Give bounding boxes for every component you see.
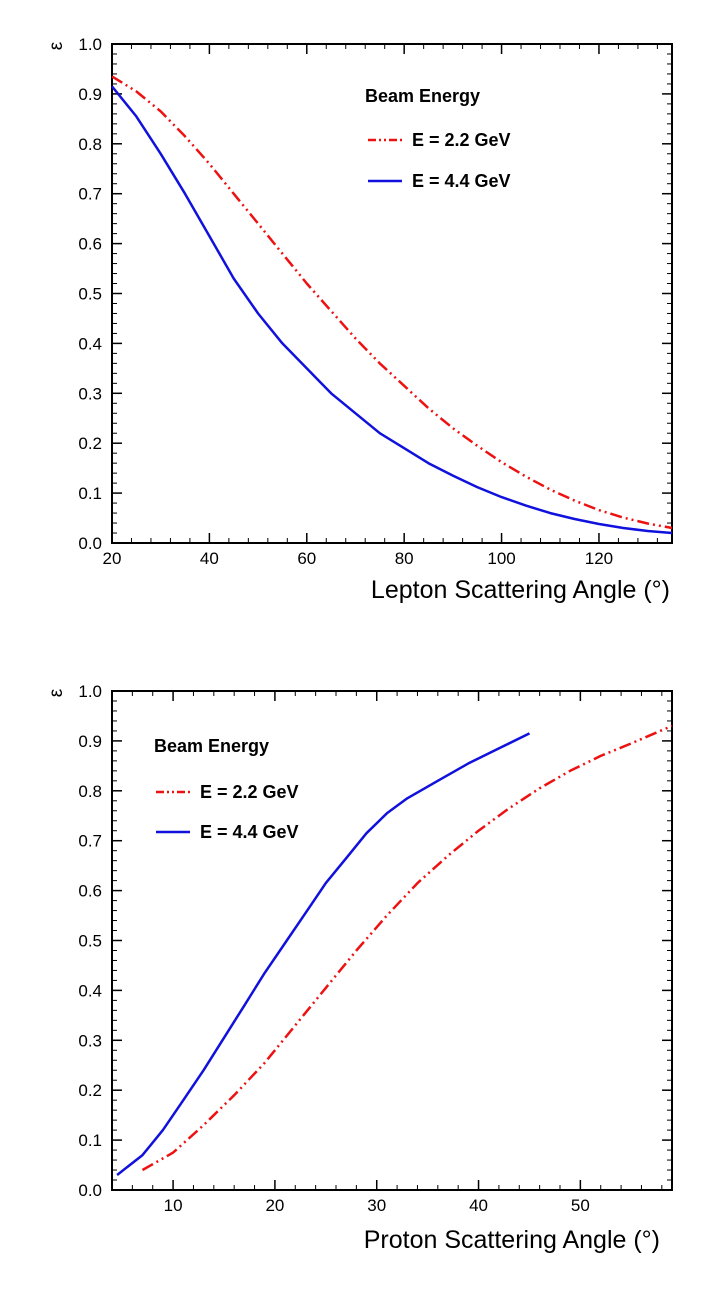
lepton-y-tick-label: 0.0 xyxy=(78,534,102,553)
lepton-x-tick-label: 80 xyxy=(395,549,414,568)
lepton-legend-label-4-4gev: E = 4.4 GeV xyxy=(412,171,511,191)
proton-series-line-2-2gev xyxy=(141,724,673,1172)
lepton-y-tick-label: 0.5 xyxy=(78,285,102,304)
lepton-y-tick-label: 0.6 xyxy=(78,235,102,254)
lepton-x-tick-label: 40 xyxy=(200,549,219,568)
lepton-y-tick-label: 0.9 xyxy=(78,85,102,104)
lepton-x-tick-label: 100 xyxy=(487,549,515,568)
proton-y-tick-label: 0.6 xyxy=(78,882,102,901)
lepton-y-tick-label: 0.4 xyxy=(78,334,102,353)
proton-y-tick-label: 0.8 xyxy=(78,782,102,801)
proton-y-tick-label: 0.7 xyxy=(78,832,102,851)
proton-series-line-4-4gev xyxy=(116,732,531,1176)
proton-legend-label-4-4gev: E = 4.4 GeV xyxy=(200,822,299,842)
lepton-y-tick-label: 0.2 xyxy=(78,434,102,453)
lepton-series xyxy=(111,75,673,535)
lepton-y-tick-label: 0.1 xyxy=(78,484,102,503)
lepton-x-tick-label: 60 xyxy=(297,549,316,568)
proton-x-tick-label: 10 xyxy=(164,1196,183,1215)
proton-y-tick-label: 0.5 xyxy=(78,932,102,951)
proton-series xyxy=(116,724,673,1176)
lepton-ticks: 0.0 0.1 0.2 0.3 0.4 0.5 0.6 0.7 0.8 0.9 1.0 20 40 60 8… xyxy=(78,35,672,568)
proton-y-tick-label: 0.3 xyxy=(78,1031,102,1050)
proton-y-tick-label: 0.4 xyxy=(78,981,102,1000)
proton-x-tick-label: 30 xyxy=(367,1196,386,1215)
proton-chart: 0.0 0.1 0.2 0.3 0.4 0.5 0.6 0.7 0.8 0.9 1.0 10 20 30 4… xyxy=(46,682,673,1254)
lepton-x-tick-label: 20 xyxy=(103,549,122,568)
proton-plot-frame xyxy=(111,690,673,1191)
proton-x-tick-label: 20 xyxy=(265,1196,284,1215)
lepton-y-tick-label: 0.3 xyxy=(78,384,102,403)
lepton-y-axis-label: ε xyxy=(46,41,67,50)
proton-y-tick-label: 0.1 xyxy=(78,1131,102,1150)
proton-y-tick-label: 0.9 xyxy=(78,732,102,751)
proton-y-tick-label: 0.2 xyxy=(78,1081,102,1100)
lepton-y-tick-label: 1.0 xyxy=(78,35,102,54)
proton-y-tick-label: 0.0 xyxy=(78,1181,102,1200)
proton-x-tick-label: 40 xyxy=(469,1196,488,1215)
proton-y-tick-label: 1.0 xyxy=(78,682,102,701)
proton-legend-label-2-2gev: E = 2.2 GeV xyxy=(200,782,299,802)
lepton-y-tick-label: 0.7 xyxy=(78,185,102,204)
proton-y-axis-label: ε xyxy=(46,688,67,697)
proton-x-tick-label: 50 xyxy=(571,1196,590,1215)
lepton-legend: Beam Energy E = 2.2 GeV E = 4.4 GeV xyxy=(365,86,511,191)
proton-ticks: 0.0 0.1 0.2 0.3 0.4 0.5 0.6 0.7 0.8 0.9 1.0 10 20 30 4… xyxy=(78,682,672,1215)
proton-x-axis-label: Proton Scattering Angle (°) xyxy=(364,1226,660,1254)
lepton-series-line-2-2gev xyxy=(111,75,673,530)
proton-legend-title: Beam Energy xyxy=(154,736,269,756)
lepton-x-axis-label: Lepton Scattering Angle (°) xyxy=(371,576,670,604)
lepton-y-tick-label: 0.8 xyxy=(78,135,102,154)
lepton-plot-frame xyxy=(111,43,673,544)
lepton-series-line-4-4gev xyxy=(111,85,673,535)
proton-legend: Beam Energy E = 2.2 GeV E = 4.4 GeV xyxy=(154,736,299,842)
lepton-chart: 0.0 0.1 0.2 0.3 0.4 0.5 0.6 0.7 0.8 0.9 1.0 20 40 60 8… xyxy=(46,35,673,604)
lepton-legend-label-2-2gev: E = 2.2 GeV xyxy=(412,130,511,150)
lepton-x-tick-label: 120 xyxy=(585,549,613,568)
lepton-legend-title: Beam Energy xyxy=(365,86,480,106)
